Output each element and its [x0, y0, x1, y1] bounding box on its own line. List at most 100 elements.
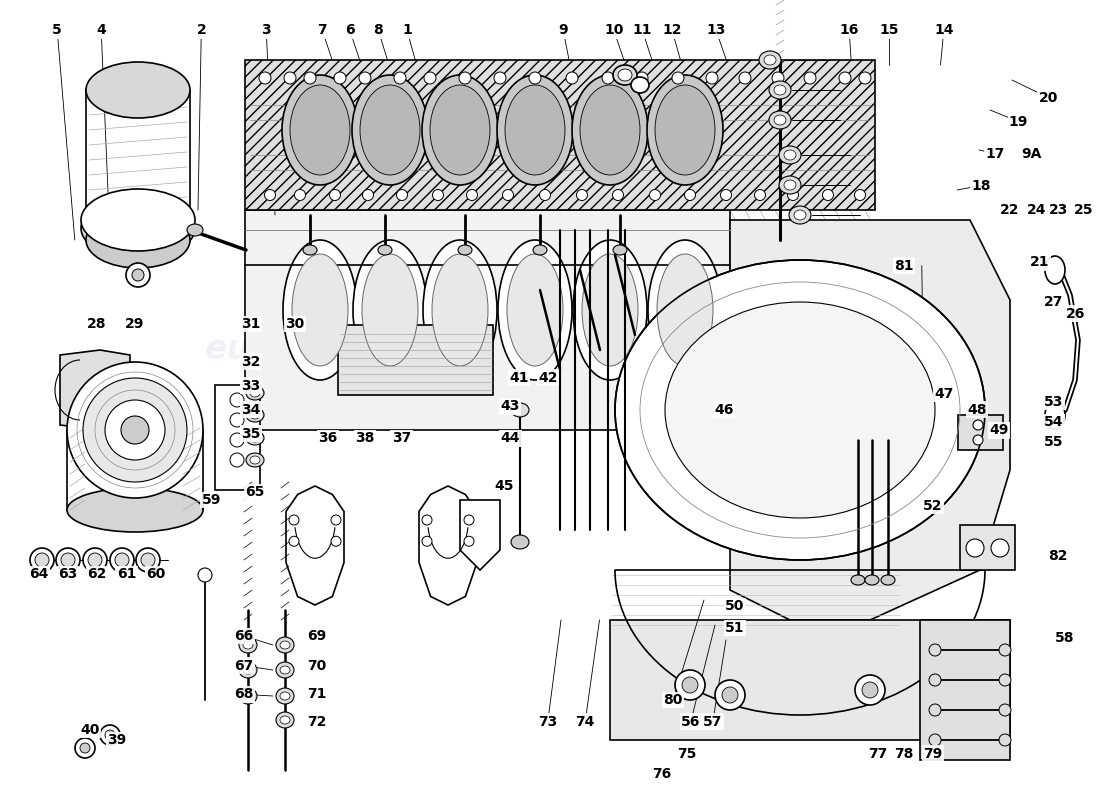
Ellipse shape: [613, 65, 637, 85]
Circle shape: [974, 420, 983, 430]
Ellipse shape: [618, 69, 632, 81]
Ellipse shape: [362, 254, 418, 366]
Text: 79: 79: [923, 746, 943, 761]
Text: 51: 51: [725, 621, 745, 635]
Text: 58: 58: [1055, 631, 1075, 646]
Bar: [245, 60, 874, 210]
Circle shape: [539, 190, 550, 201]
Ellipse shape: [615, 260, 984, 560]
Circle shape: [862, 682, 878, 698]
Text: 60: 60: [146, 567, 166, 582]
Ellipse shape: [769, 111, 791, 129]
Ellipse shape: [290, 85, 350, 175]
Polygon shape: [60, 350, 130, 435]
Text: 19: 19: [1009, 114, 1028, 129]
Ellipse shape: [789, 206, 811, 224]
Ellipse shape: [121, 416, 148, 444]
Circle shape: [855, 190, 866, 201]
Ellipse shape: [302, 245, 317, 255]
Text: 82: 82: [1048, 549, 1068, 563]
Ellipse shape: [276, 712, 294, 728]
Circle shape: [613, 190, 624, 201]
Text: 41: 41: [509, 370, 529, 385]
Circle shape: [999, 704, 1011, 716]
Text: 16: 16: [839, 23, 859, 38]
Text: 66: 66: [234, 629, 254, 643]
Circle shape: [503, 190, 514, 201]
Circle shape: [110, 548, 134, 572]
Ellipse shape: [769, 81, 791, 99]
Circle shape: [289, 536, 299, 546]
Text: 68: 68: [234, 687, 254, 702]
Ellipse shape: [280, 641, 290, 649]
Ellipse shape: [360, 85, 420, 175]
Bar: [727, 397, 800, 432]
Circle shape: [839, 72, 851, 84]
Circle shape: [602, 72, 614, 84]
Ellipse shape: [764, 55, 776, 65]
Circle shape: [230, 413, 244, 427]
Text: 77: 77: [868, 746, 888, 761]
Text: 76: 76: [652, 767, 672, 782]
Circle shape: [330, 190, 341, 201]
Ellipse shape: [657, 254, 713, 366]
Ellipse shape: [881, 575, 895, 585]
Bar: [960, 525, 1015, 570]
Circle shape: [56, 548, 80, 572]
Text: 36: 36: [318, 431, 338, 446]
Text: eurospares: eurospares: [205, 334, 416, 366]
Circle shape: [116, 553, 129, 567]
Circle shape: [464, 515, 474, 525]
Ellipse shape: [534, 245, 547, 255]
Ellipse shape: [654, 85, 715, 175]
Ellipse shape: [250, 389, 260, 397]
Circle shape: [859, 72, 871, 84]
Text: 43: 43: [500, 399, 520, 414]
Ellipse shape: [243, 666, 253, 674]
Text: 45: 45: [494, 479, 514, 494]
Circle shape: [649, 190, 660, 201]
Text: 31: 31: [241, 317, 261, 331]
Ellipse shape: [498, 240, 572, 380]
Text: 12: 12: [662, 23, 682, 38]
Circle shape: [999, 734, 1011, 746]
Circle shape: [334, 72, 346, 84]
Text: 23: 23: [1048, 202, 1068, 217]
Circle shape: [35, 553, 50, 567]
Circle shape: [675, 670, 705, 700]
Circle shape: [359, 72, 371, 84]
Ellipse shape: [81, 189, 195, 251]
Text: 1: 1: [403, 23, 411, 38]
Ellipse shape: [86, 62, 190, 118]
Polygon shape: [920, 620, 1010, 760]
Circle shape: [991, 539, 1009, 557]
Text: 47: 47: [934, 386, 954, 401]
Circle shape: [230, 393, 244, 407]
Bar: [958, 415, 1003, 450]
Ellipse shape: [582, 254, 638, 366]
Circle shape: [739, 72, 751, 84]
Ellipse shape: [282, 75, 358, 185]
Circle shape: [464, 536, 474, 546]
Ellipse shape: [250, 434, 260, 442]
Circle shape: [198, 568, 212, 582]
Text: 17: 17: [986, 146, 1005, 161]
Circle shape: [126, 263, 150, 287]
Circle shape: [999, 644, 1011, 656]
Text: 73: 73: [538, 714, 558, 729]
Ellipse shape: [1045, 401, 1065, 429]
Ellipse shape: [774, 115, 786, 125]
Circle shape: [264, 190, 275, 201]
Text: 44: 44: [500, 431, 520, 446]
Text: 75: 75: [676, 746, 696, 761]
Text: eurospares: eurospares: [574, 214, 785, 246]
Text: 25: 25: [1074, 202, 1093, 217]
Ellipse shape: [784, 150, 796, 160]
Circle shape: [432, 190, 443, 201]
Text: 3: 3: [262, 23, 271, 38]
Text: 14: 14: [934, 23, 954, 38]
Circle shape: [100, 725, 120, 745]
Text: 2: 2: [197, 23, 206, 38]
Ellipse shape: [239, 688, 257, 704]
Circle shape: [466, 190, 477, 201]
